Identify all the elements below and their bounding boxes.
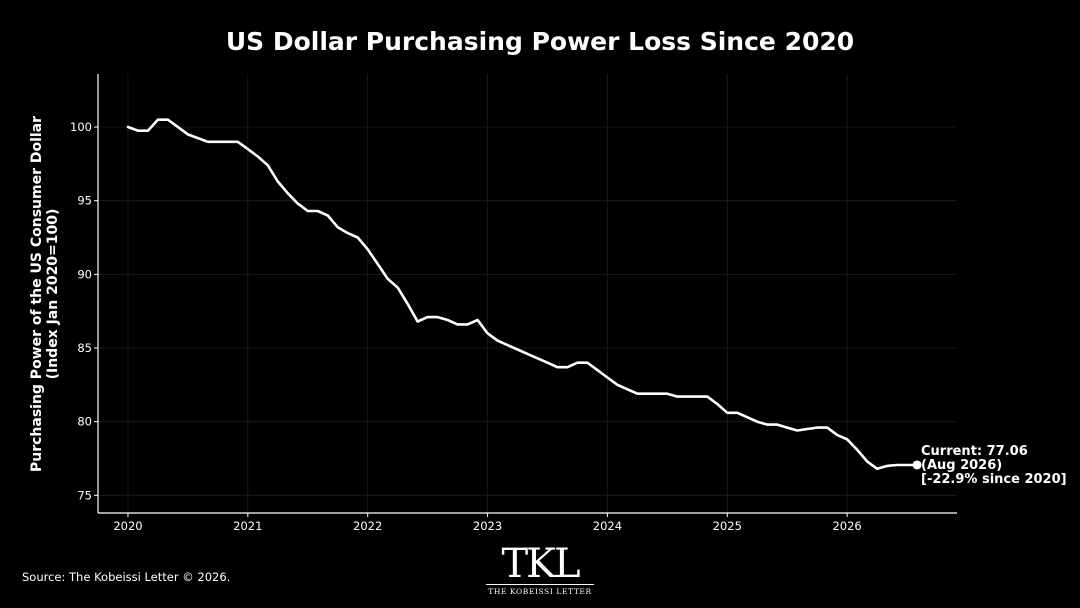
annotation-line-3: [-22.9% since 2020] — [921, 472, 1067, 487]
y-tick-label: 85 — [77, 341, 92, 355]
annotation-line-1: Current: 77.06 — [921, 444, 1028, 459]
logo-mark: TKL — [501, 541, 580, 587]
y-axis-label-line-1: Purchasing Power of the US Consumer Doll… — [29, 116, 45, 472]
logo-text: THE KOBEISSI LETTER — [488, 587, 592, 596]
y-tick-label: 75 — [77, 488, 92, 502]
source-note: Source: The Kobeissi Letter © 2026. — [22, 570, 231, 584]
grid — [98, 74, 957, 513]
x-tick-label: 2022 — [353, 519, 382, 533]
x-tick-label: 2021 — [233, 519, 262, 533]
y-tick-label: 100 — [70, 120, 92, 134]
x-tick-label: 2023 — [473, 519, 502, 533]
x-tick-label: 2025 — [713, 519, 742, 533]
axes — [97, 74, 957, 514]
chart-title: US Dollar Purchasing Power Loss Since 20… — [226, 27, 854, 56]
y-tick-label: 80 — [77, 415, 92, 429]
y-axis-label-line-2: (Index Jan 2020=100) — [45, 209, 61, 380]
current-value-point — [912, 460, 922, 470]
series-line — [126, 118, 919, 471]
x-tick-label: 2020 — [113, 519, 142, 533]
y-tick-label: 90 — [77, 267, 92, 281]
x-tick-label: 2026 — [832, 519, 861, 533]
tkl-logo: TKL THE KOBEISSI LETTER — [482, 544, 598, 596]
annotation-line-2: (Aug 2026) — [921, 458, 1002, 473]
logo-divider — [486, 584, 594, 585]
x-tick-label: 2024 — [593, 519, 622, 533]
y-axis-label: Purchasing Power of the US Consumer Doll… — [29, 116, 61, 472]
ticks: 75 80 85 90 95 100 2020 2021 2022 2023 2024 2025 202… — [70, 120, 862, 533]
y-tick-label: 95 — [77, 194, 92, 208]
current-annotation: Current: 77.06 (Aug 2026) [-22.9% since … — [912, 444, 1067, 487]
series — [126, 118, 919, 471]
